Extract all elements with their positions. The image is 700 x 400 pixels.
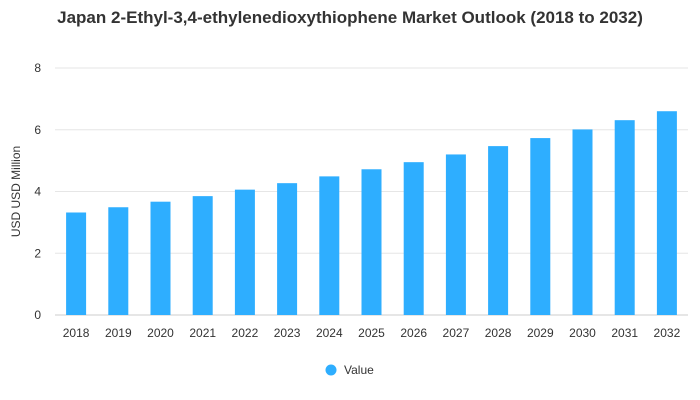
x-tick-label: 2030: [569, 326, 596, 340]
x-axis-ticks: 2018 2019 2020 2021 2022 2023 2024 2025 2026 2027…: [63, 326, 681, 340]
bar[interactable]: [445, 154, 466, 315]
y-tick-label: 8: [34, 61, 41, 75]
y-axis-title: USD USD Million: [9, 146, 23, 237]
chart-title: Japan 2-Ethyl-3,4-ethylenedioxythiophene…: [57, 8, 643, 27]
bar[interactable]: [614, 120, 635, 316]
y-tick-label: 2: [34, 246, 41, 260]
x-tick-label: 2023: [274, 326, 301, 340]
y-tick-label: 0: [34, 308, 41, 322]
x-tick-label: 2024: [316, 326, 343, 340]
bar[interactable]: [192, 196, 213, 315]
x-tick-label: 2021: [189, 326, 216, 340]
legend-marker: [325, 364, 337, 376]
bar[interactable]: [403, 162, 424, 315]
x-tick-label: 2032: [654, 326, 681, 340]
bar[interactable]: [488, 146, 509, 315]
x-tick-label: 2027: [443, 326, 470, 340]
bar[interactable]: [108, 207, 129, 315]
x-tick-label: 2018: [63, 326, 90, 340]
legend-label: Value: [344, 363, 374, 377]
bars: [66, 111, 677, 316]
legend[interactable]: Value: [325, 363, 375, 377]
bar[interactable]: [656, 111, 677, 315]
x-tick-label: 2020: [147, 326, 174, 340]
bar[interactable]: [530, 138, 551, 315]
bar[interactable]: [319, 176, 340, 315]
bar[interactable]: [150, 201, 171, 315]
x-tick-label: 2028: [485, 326, 512, 340]
y-tick-label: 6: [34, 123, 41, 137]
x-tick-label: 2026: [400, 326, 427, 340]
bar[interactable]: [572, 129, 593, 315]
x-tick-label: 2025: [358, 326, 385, 340]
x-tick-label: 2019: [105, 326, 132, 340]
bar[interactable]: [361, 169, 382, 315]
bar[interactable]: [234, 189, 255, 315]
y-tick-label: 4: [34, 185, 41, 199]
x-tick-label: 2031: [611, 326, 638, 340]
bar[interactable]: [66, 212, 87, 315]
bar[interactable]: [277, 183, 298, 315]
x-tick-label: 2022: [232, 326, 259, 340]
y-axis-ticks: 0 2 4 6 8: [34, 61, 41, 322]
x-tick-label: 2029: [527, 326, 554, 340]
